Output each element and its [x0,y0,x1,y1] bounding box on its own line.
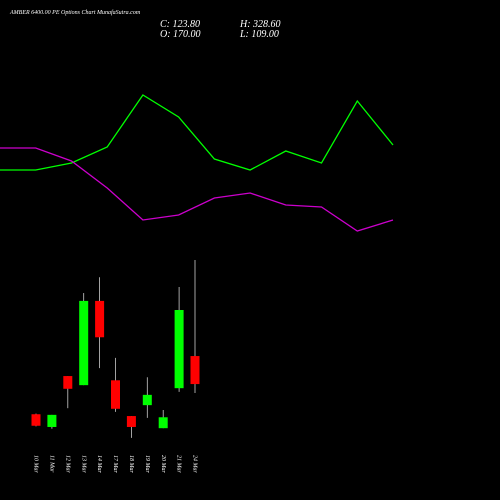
x-tick-label: 19 Mar [144,455,150,473]
candle-body [31,414,41,426]
candle-body [142,394,152,406]
x-tick-label: 11 Mar [49,455,55,473]
candle-body [174,310,184,389]
candle-body [95,300,105,338]
low-label: L: 109.00 [239,29,279,40]
open-label: O: 170.00 [160,29,201,40]
line-series [0,147,394,232]
x-tick-label: 24 Mar [192,455,199,473]
x-tick-label: 21 Mar [176,455,182,473]
x-tick-label: 13 Mar [80,455,86,473]
candle-body [111,380,120,409]
close-label: C: 123.80 [160,19,200,30]
x-tick-label: 17 Mar [112,455,118,473]
candle-body [126,416,136,427]
line-series [0,94,394,171]
candle-body [63,376,73,389]
high-label: H: 328.60 [239,19,281,30]
x-tick-label: 20 Mar [160,455,166,473]
candle-body [47,414,57,427]
candle-body [158,417,168,429]
x-tick-label: 10 Mar [33,455,39,473]
chart-title: AMBER 6400.00 PE Options Chart MunafaSut… [9,9,141,16]
x-tick-label: 14 Mar [96,455,103,473]
candle-body [79,300,89,386]
x-tick-label: 18 Mar [128,455,134,473]
x-tick-label: 12 Mar [64,455,70,473]
candle-body [190,356,200,385]
